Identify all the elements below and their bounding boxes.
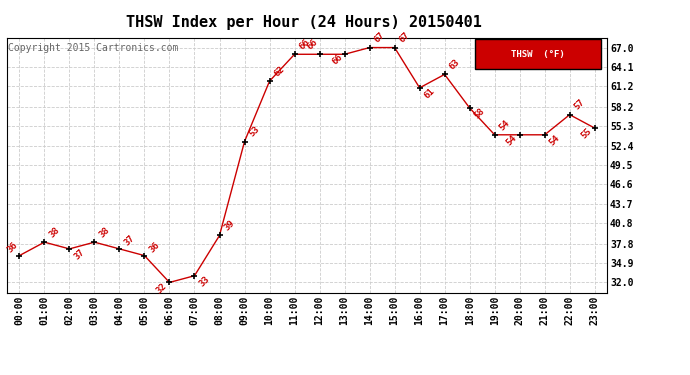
Text: 32: 32 [154,281,168,295]
Text: 36: 36 [147,240,161,254]
Text: 54: 54 [497,118,511,132]
Text: 57: 57 [573,98,586,112]
Text: 36: 36 [6,240,19,254]
Text: 67: 67 [373,31,386,45]
Text: 37: 37 [72,248,86,261]
Text: 58: 58 [473,106,486,120]
Text: 38: 38 [97,225,111,239]
Text: 54: 54 [504,134,518,147]
Text: THSW  (°F): THSW (°F) [511,50,565,58]
Text: 54: 54 [547,134,562,147]
Text: THSW Index per Hour (24 Hours) 20150401: THSW Index per Hour (24 Hours) 20150401 [126,15,482,30]
FancyBboxPatch shape [475,39,601,69]
Text: 38: 38 [47,225,61,239]
Text: 62: 62 [273,64,286,78]
Text: 55: 55 [580,127,593,141]
Text: 37: 37 [122,234,136,248]
Text: 66: 66 [331,53,344,67]
Text: 33: 33 [197,274,211,288]
Text: 61: 61 [422,86,436,100]
Text: 39: 39 [222,219,236,232]
Text: 67: 67 [397,31,411,45]
Text: 66: 66 [306,38,319,51]
Text: 53: 53 [247,125,262,139]
Text: 66: 66 [297,38,311,51]
Text: 63: 63 [447,58,462,72]
Text: Copyright 2015 Cartronics.com: Copyright 2015 Cartronics.com [8,43,179,52]
